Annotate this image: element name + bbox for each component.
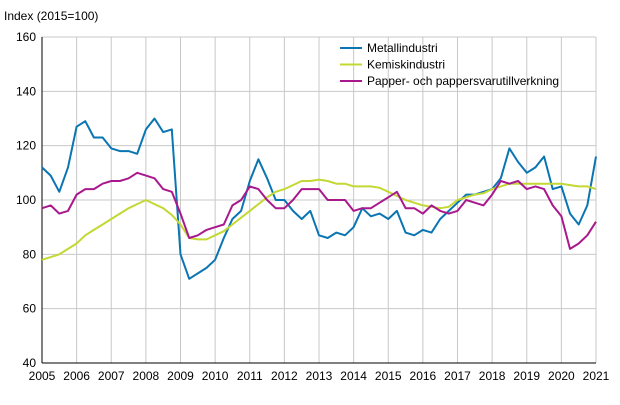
x-tick-labels: 2005 2006 2007 2008 2009 2010 2011 2012 2013 2014… [29,369,610,383]
y-tick-label: 140 [16,84,36,98]
x-tick-label: 2005 [29,369,56,383]
x-tick-label: 2020 [548,369,575,383]
x-tick-label: 2015 [375,369,402,383]
x-tick-label: 2006 [63,369,90,383]
series-line-0 [41,117,597,280]
y-tick-label: 40 [23,356,37,370]
legend-label: Papper- och pappersvarutillverkning [367,74,559,88]
y-tick-label: 100 [16,193,36,207]
legend: Metallindustri Kemiskindustri Papper- och … [340,41,559,88]
x-tick-label: 2011 [237,369,263,383]
y-tick-label: 60 [23,302,37,316]
x-tick-label: 2018 [479,369,506,383]
x-tick-label: 2008 [133,369,160,383]
y-tick-label: 160 [16,30,36,44]
series-line-1 [41,178,597,261]
legend-label: Kemiskindustri [367,58,445,72]
x-tick-label: 2012 [271,369,298,383]
x-tick-label: 2007 [98,369,125,383]
y-axis-label: Index (2015=100) [4,9,98,23]
x-tick-label: 2019 [513,369,540,383]
x-tick-label: 2010 [202,369,229,383]
x-tick-label: 2017 [444,369,471,383]
x-tick-label: 2013 [306,369,333,383]
y-tick-label: 80 [23,247,37,261]
x-tick-label: 2009 [167,369,194,383]
y-tick-labels: 40 60 80 100 120 140 160 [16,30,36,370]
x-tick-label: 2014 [340,369,367,383]
y-tick-label: 120 [16,139,36,153]
series-lines [41,117,597,280]
x-tick-label: 2021 [583,369,610,383]
x-tick-label: 2016 [410,369,437,383]
series-line-2 [41,171,597,250]
legend-label: Metallindustri [367,41,438,55]
